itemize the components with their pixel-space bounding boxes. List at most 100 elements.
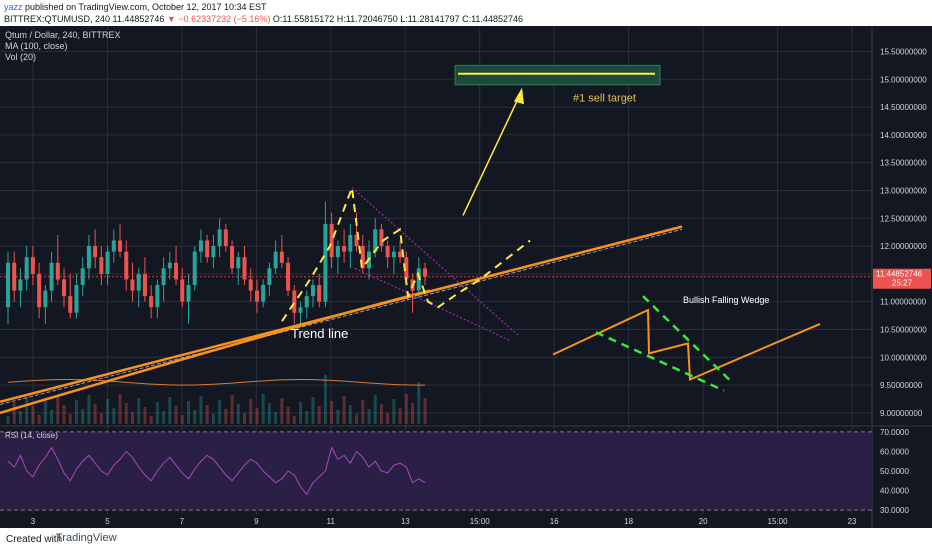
- candle-body: [149, 296, 154, 308]
- footer: Created with TradingView: [0, 528, 932, 550]
- volume-bar: [81, 409, 85, 424]
- ma-legend[interactable]: MA (100, close): [5, 41, 68, 51]
- volume-bar: [411, 403, 415, 424]
- symbol-title[interactable]: Qtum / Dollar, 240, BITTREX: [5, 30, 121, 40]
- volume-bar: [6, 416, 10, 424]
- candle-body: [68, 296, 73, 313]
- candle-body: [236, 257, 241, 269]
- candle-body: [192, 251, 197, 285]
- time-tick-label: 23: [848, 517, 857, 526]
- volume-bar: [218, 400, 222, 424]
- volume-bar: [249, 399, 253, 424]
- volume-bar: [274, 412, 278, 424]
- candle-body: [12, 262, 17, 291]
- candle-body: [335, 246, 340, 258]
- rsi-tick-label: 30.0000: [880, 506, 909, 515]
- sell-target-label: #1 sell target: [573, 93, 636, 105]
- volume-bar: [386, 413, 390, 424]
- price-tick-label: 13.00000000: [880, 186, 927, 195]
- volume-bar: [180, 415, 184, 424]
- rsi-band-fill: [0, 431, 872, 511]
- volume-bar: [43, 401, 47, 424]
- rsi-tick-label: 70.0000: [880, 428, 909, 437]
- volume-bar: [392, 399, 396, 424]
- volume-bar: [199, 396, 203, 424]
- time-tick-label: 15:00: [768, 517, 789, 526]
- candle-body: [180, 279, 185, 302]
- volume-bar: [379, 404, 383, 424]
- candle-body: [385, 246, 390, 258]
- rsi-line: [7, 446, 426, 496]
- candle-body: [379, 229, 384, 247]
- trend-line-label: Trend line: [291, 326, 348, 341]
- candle-body: [205, 240, 210, 258]
- volume-bar: [280, 398, 284, 424]
- volume-bar: [230, 395, 234, 424]
- candle-body: [360, 246, 365, 269]
- price-tick-label: 14.50000000: [880, 103, 927, 112]
- rsi-tick-label: 60.0000: [880, 447, 909, 456]
- published-text: published on TradingView.com, October 12…: [25, 2, 267, 12]
- volume-bar: [243, 413, 247, 424]
- rsi-legend: RSI (14, close): [5, 431, 58, 440]
- candle-body: [30, 257, 35, 274]
- candle-body: [317, 284, 322, 302]
- volume-bar: [174, 406, 178, 424]
- price-badge-countdown: 25:27: [892, 279, 913, 288]
- wedge-lower-line: [595, 331, 725, 392]
- volume-bar: [323, 375, 327, 424]
- symbol-info: BITTREX:QTUMUSD, 240 11.44852746: [4, 14, 165, 24]
- volume-bar: [330, 401, 334, 424]
- sell-target-zone: [454, 64, 661, 86]
- time-tick-label: 15:00: [470, 517, 491, 526]
- tradingview-brand[interactable]: TradingView: [56, 532, 117, 544]
- candle-body: [416, 268, 421, 291]
- volume-bar: [342, 396, 346, 424]
- volume-bar: [162, 411, 166, 424]
- vol-legend[interactable]: Vol (20): [5, 52, 37, 62]
- candle-body: [142, 273, 147, 297]
- candle-body: [223, 229, 228, 247]
- volume-bar: [417, 382, 421, 424]
- candle-body: [254, 290, 259, 302]
- candle-body: [354, 234, 359, 247]
- volume-bar: [124, 403, 128, 424]
- symbol-line: BITTREX:QTUMUSD, 240 11.44852746 ▼ −0.62…: [4, 14, 523, 24]
- volume-bar: [168, 397, 172, 424]
- volume-bar: [193, 410, 197, 424]
- volume-bar: [255, 408, 259, 424]
- candle-body: [37, 273, 42, 308]
- candle-body: [348, 234, 353, 252]
- candle-body: [186, 284, 191, 302]
- candle-body: [342, 246, 347, 252]
- volume-bar: [31, 406, 35, 424]
- volume-bar: [299, 402, 303, 424]
- candle-body: [74, 284, 79, 313]
- volume-bar: [267, 403, 271, 424]
- wedge-upper-dotted: [351, 187, 519, 336]
- candle-body: [49, 262, 54, 291]
- author-link[interactable]: yazz: [4, 2, 23, 12]
- volume-bar: [149, 416, 153, 424]
- candle-body: [230, 246, 235, 269]
- time-tick-label: 16: [550, 517, 559, 526]
- volume-bar: [286, 407, 290, 424]
- volume-bar: [336, 410, 340, 424]
- created-with-text: Created with: [6, 534, 63, 545]
- volume-bar: [99, 413, 103, 424]
- volume-bar: [50, 410, 54, 424]
- chart-canvas[interactable]: 15.50000000 15.00000000 14.50000000 14.0000…: [0, 26, 932, 528]
- candle-body: [80, 268, 85, 285]
- volume-bar: [186, 401, 190, 424]
- candle-body: [273, 251, 278, 269]
- chart-area[interactable]: 15.50000000 15.00000000 14.50000000 14.0000…: [0, 26, 932, 528]
- volume-bar: [118, 394, 122, 424]
- price-tick-label: 12.50000000: [880, 214, 927, 223]
- candle-body: [111, 240, 116, 252]
- price-tick-label: 10.00000000: [880, 353, 927, 362]
- candle-body: [423, 268, 427, 277]
- volume-bar: [106, 399, 110, 424]
- candle-body: [118, 240, 123, 252]
- candle-body: [248, 279, 253, 291]
- volume-bar: [404, 394, 408, 424]
